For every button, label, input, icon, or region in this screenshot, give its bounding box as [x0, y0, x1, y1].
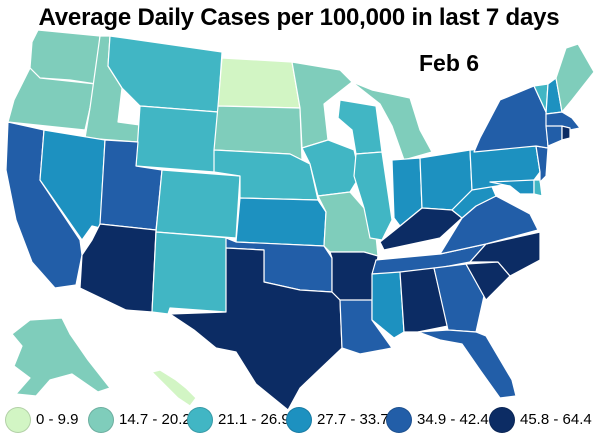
legend-label: 34.9 - 42.4: [417, 411, 489, 428]
state-ny[interactable]: [473, 85, 549, 153]
state-wa[interactable]: [29, 29, 101, 85]
map-date: Feb 6: [419, 50, 480, 76]
state-ar[interactable]: [329, 251, 379, 303]
state-hi[interactable]: [151, 369, 197, 407]
legend-swatch: [5, 407, 31, 433]
state-me[interactable]: [555, 43, 595, 113]
state-de[interactable]: [533, 179, 543, 197]
state-al[interactable]: [399, 267, 449, 333]
legend-swatch: [286, 407, 312, 433]
state-mn[interactable]: [291, 61, 353, 149]
state-mi[interactable]: [351, 81, 433, 161]
legend-swatch: [88, 407, 114, 433]
state-il[interactable]: [353, 151, 393, 241]
legend-label: 45.8 - 64.4: [520, 411, 592, 428]
state-ga[interactable]: [433, 263, 485, 333]
state-co[interactable]: [155, 169, 241, 239]
state-fl[interactable]: [417, 329, 517, 399]
map-title: Average Daily Cases per 100,000 in last …: [38, 4, 560, 31]
state-az[interactable]: [79, 223, 157, 313]
legend-label: 27.7 - 33.7: [317, 411, 389, 428]
state-wy[interactable]: [135, 105, 219, 173]
state-nd[interactable]: [217, 57, 301, 109]
state-mt[interactable]: [107, 35, 223, 113]
state-ms[interactable]: [371, 271, 405, 339]
state-md[interactable]: [489, 179, 535, 195]
state-ct[interactable]: [545, 125, 563, 147]
state-or[interactable]: [7, 67, 97, 131]
state-ks[interactable]: [235, 197, 327, 247]
legend: 0 - 9.9 14.7 - 20.2 21.1 - 26.9 27.7 - 3…: [0, 404, 598, 444]
legend-swatch: [489, 407, 515, 433]
legend-label: 14.7 - 20.2: [119, 411, 191, 428]
legend-label: 0 - 9.9: [36, 411, 79, 428]
state-tx[interactable]: [169, 247, 343, 411]
state-ak[interactable]: [11, 317, 111, 397]
state-nm[interactable]: [151, 231, 231, 315]
state-ri[interactable]: [561, 125, 571, 141]
state-ia[interactable]: [301, 139, 361, 197]
legend-swatch: [386, 407, 412, 433]
legend-swatch: [187, 407, 213, 433]
legend-label: 21.1 - 26.9: [218, 411, 290, 428]
